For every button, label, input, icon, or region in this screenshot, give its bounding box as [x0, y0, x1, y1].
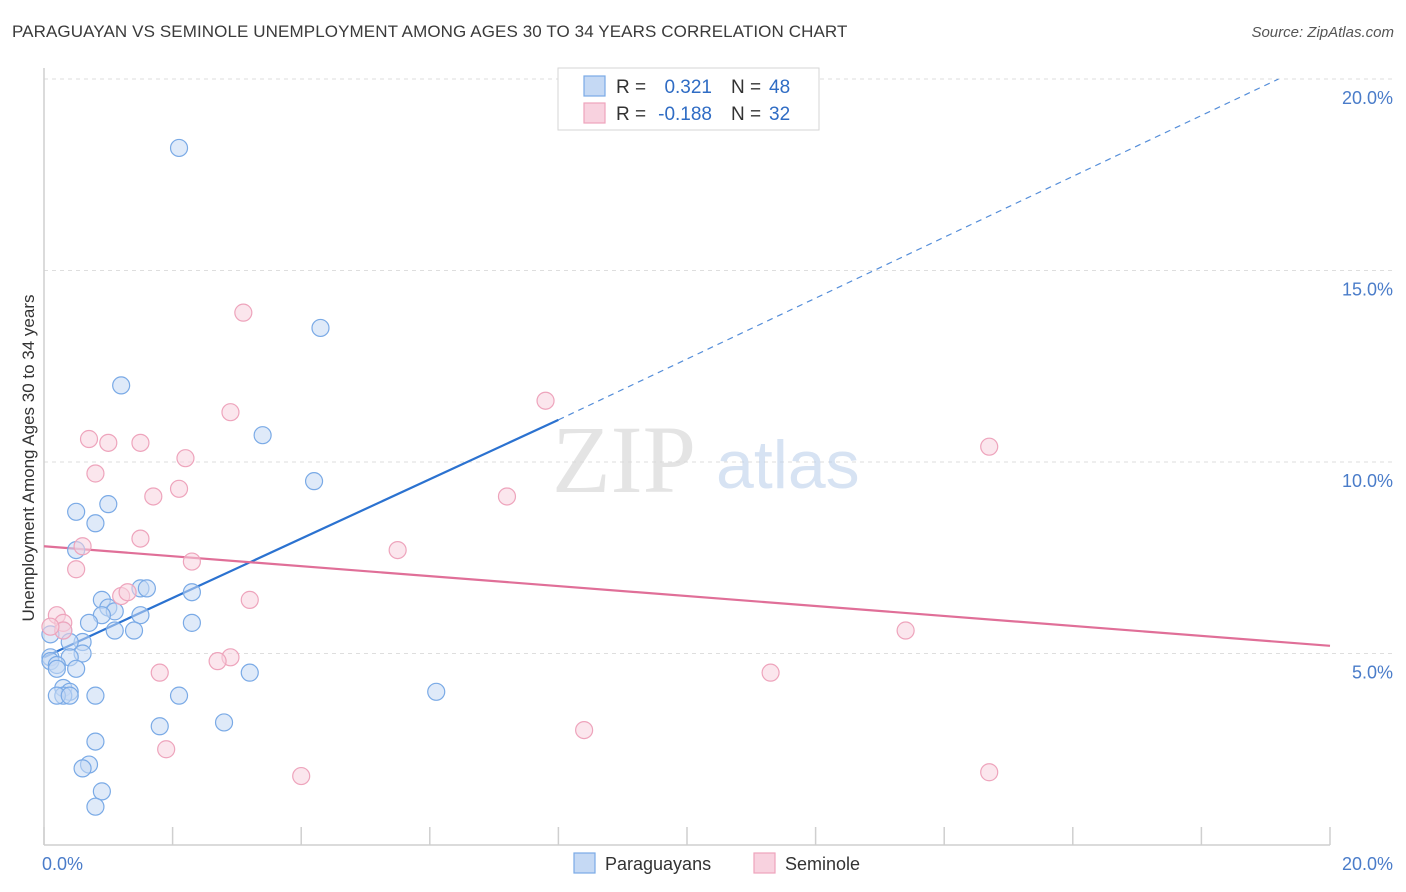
- point-seminole-16: [67, 560, 86, 579]
- y-tick-label-3: 20.0%: [1342, 88, 1393, 108]
- point-seminole-8: [86, 464, 105, 483]
- point-paraguayans-41: [150, 717, 169, 736]
- y-tick-label-2: 15.0%: [1342, 280, 1393, 300]
- point-seminole-31: [292, 766, 311, 786]
- point-paraguayans-11: [182, 583, 201, 602]
- point-seminole-6: [980, 437, 999, 456]
- bottom-legend-label-paraguayans: Paraguayans: [605, 854, 711, 874]
- point-paraguayans-45: [73, 759, 92, 778]
- y-tick-label-0: 5.0%: [1352, 663, 1393, 683]
- point-seminole-32: [980, 763, 999, 782]
- point-seminole-3: [79, 429, 99, 449]
- point-seminole-26: [208, 652, 227, 671]
- point-paraguayans-42: [214, 713, 234, 732]
- legend[interactable]: R = 0.321 N = 48 R = -0.188 N = 32: [557, 67, 820, 131]
- point-paraguayans-35: [427, 682, 446, 701]
- watermark-atlas: atlas: [716, 427, 860, 503]
- point-seminole-1: [536, 391, 555, 410]
- point-seminole-10: [144, 487, 163, 506]
- chart-source: Source: ZipAtlas.com: [1251, 24, 1394, 41]
- point-paraguayans-0: [169, 138, 189, 158]
- point-paraguayans-20: [105, 621, 124, 640]
- point-paraguayans-3: [253, 426, 272, 445]
- point-paraguayans-7: [86, 514, 105, 533]
- point-seminole-18: [118, 583, 137, 602]
- point-seminole-5: [131, 433, 150, 452]
- y-axis-label: Unemployment Among Ages 30 to 34 years: [19, 295, 38, 622]
- legend-r-value-1: -0.188: [658, 104, 712, 125]
- point-seminole-2: [221, 403, 240, 422]
- point-paraguayans-4: [304, 472, 324, 491]
- point-seminole-0: [234, 303, 253, 322]
- point-seminole-9: [169, 479, 189, 498]
- point-paraguayans-16: [131, 606, 150, 625]
- legend-r-value-0: 0.321: [664, 77, 712, 98]
- trend-line-seminole: [43, 545, 1331, 647]
- point-paraguayans-6: [67, 502, 86, 521]
- point-paraguayans-17: [79, 613, 99, 632]
- legend-r-label-0: R =: [616, 77, 646, 98]
- point-seminole-28: [761, 663, 780, 682]
- point-paraguayans-2: [112, 376, 131, 395]
- legend-r-label-1: R =: [616, 104, 646, 125]
- legend-n-value-0: 48: [769, 77, 790, 98]
- point-seminole-11: [497, 487, 517, 506]
- bottom-legend-label-seminole: Seminole: [785, 854, 860, 874]
- grid-layer: [44, 78, 1392, 654]
- point-seminole-15: [182, 552, 201, 571]
- legend-n-label-1: N =: [731, 104, 761, 125]
- trend-line-extension-paraguayans: [558, 78, 1279, 421]
- x-tick-label-1: 20.0%: [1342, 854, 1393, 874]
- point-paraguayans-19: [124, 621, 144, 640]
- point-seminole-7: [176, 449, 195, 468]
- point-seminole-24: [896, 621, 915, 640]
- chart-title: PARAGUAYAN VS SEMINOLE UNEMPLOYMENT AMON…: [12, 22, 848, 41]
- bottom-legend-swatch-paraguayans: [573, 852, 596, 874]
- point-paraguayans-43: [86, 732, 105, 751]
- point-paraguayans-18: [182, 613, 201, 632]
- point-paraguayans-5: [99, 495, 118, 514]
- legend-n-value-1: 32: [769, 104, 790, 125]
- point-seminole-27: [150, 663, 169, 682]
- point-seminole-4: [99, 433, 118, 452]
- legend-n-label-0: N =: [731, 77, 761, 98]
- point-paraguayans-40: [86, 686, 105, 705]
- point-seminole-19: [240, 590, 259, 609]
- point-seminole-14: [388, 540, 407, 560]
- point-paraguayans-46: [92, 782, 111, 801]
- legend-swatch-paraguayans: [583, 75, 606, 97]
- point-seminole-12: [131, 529, 150, 548]
- point-paraguayans-38: [60, 686, 79, 705]
- point-seminole-29: [575, 720, 594, 740]
- y-axis-label-text: Unemployment Among Ages 30 to 34 years: [19, 295, 38, 622]
- y-tick-label-1: 10.0%: [1342, 471, 1393, 491]
- trend-lines: [43, 78, 1331, 659]
- point-paraguayans-10: [137, 579, 156, 598]
- point-paraguayans-1: [311, 318, 330, 338]
- x-tick-label-0: 0.0%: [42, 854, 83, 874]
- point-seminole-23: [41, 617, 60, 636]
- point-paraguayans-30: [47, 659, 66, 678]
- watermark: ZIP atlas: [552, 406, 860, 513]
- bottom-legend-swatch-seminole: [753, 852, 776, 874]
- point-paraguayans-31: [67, 659, 86, 678]
- trend-line-paraguayans: [43, 418, 559, 659]
- point-seminole-13: [73, 537, 92, 556]
- axis-layer: 5.0% 10.0% 15.0% 20.0% 0.0% 20.0%: [42, 68, 1393, 874]
- bottom-legend[interactable]: Paraguayans Seminole: [573, 852, 860, 874]
- point-seminole-30: [157, 740, 176, 759]
- legend-swatch-seminole: [583, 102, 606, 124]
- data-points: [41, 138, 999, 816]
- point-paraguayans-32: [240, 663, 259, 682]
- watermark-zip: ZIP: [552, 406, 696, 513]
- point-paraguayans-39: [169, 686, 189, 705]
- point-paraguayans-47: [86, 797, 105, 816]
